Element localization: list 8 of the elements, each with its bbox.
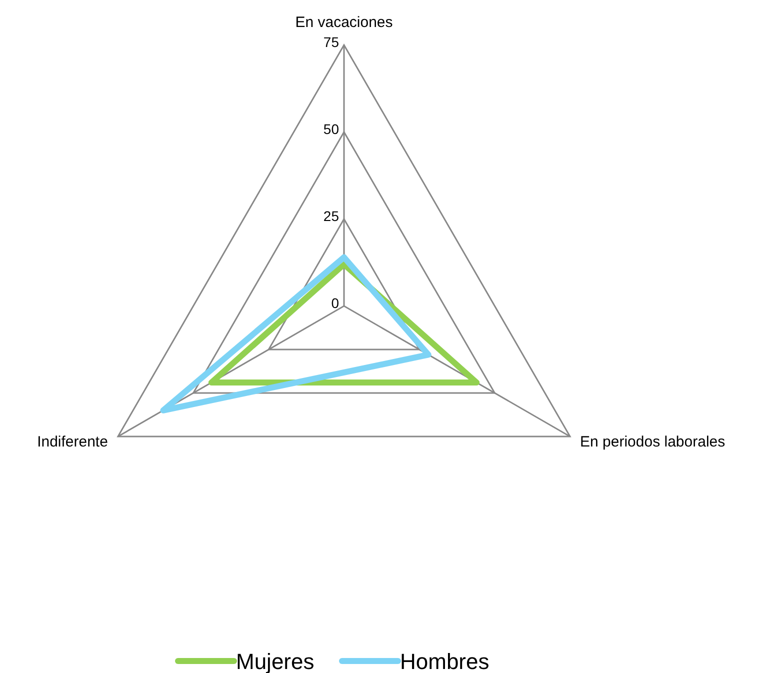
y-tick-label: 75 [323, 34, 340, 50]
y-tick-label: 0 [331, 295, 340, 311]
spoke-label: En vacaciones [295, 14, 393, 31]
y-tick-label: 50 [323, 121, 340, 137]
spoke-label: En periodos laborales [580, 434, 726, 450]
legend-label: Hombres [400, 649, 490, 673]
y-tick-label: 25 [323, 208, 340, 224]
spoke-label: Indiferente [37, 434, 108, 450]
